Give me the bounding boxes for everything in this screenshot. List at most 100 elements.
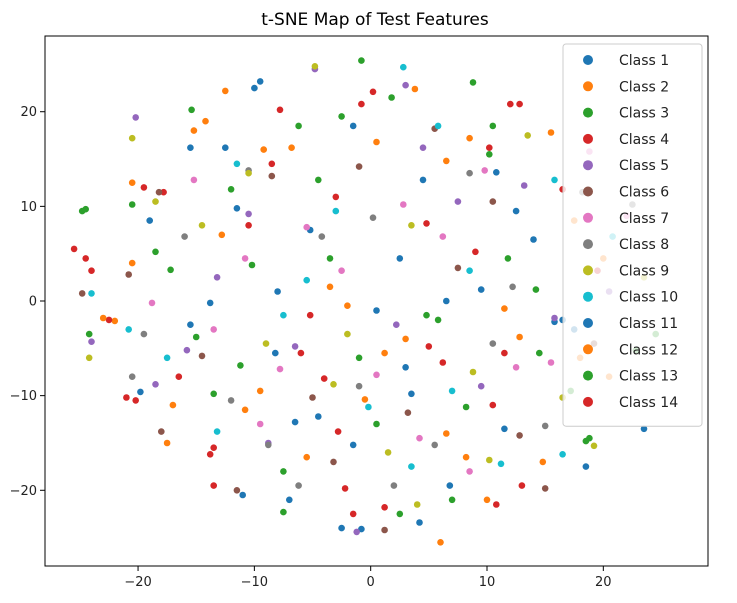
scatter-point [489, 198, 497, 205]
scatter-point [140, 184, 148, 191]
x-tick-label: 0 [367, 575, 375, 590]
scatter-point [369, 88, 377, 96]
scatter-point [384, 449, 392, 456]
legend-marker [583, 291, 593, 302]
scatter-point [276, 106, 284, 114]
scatter-point [469, 368, 477, 376]
scatter-point [227, 186, 235, 193]
y-tick-label: 10 [20, 200, 37, 215]
scatter-point [256, 78, 264, 85]
legend-label: Class 1 [619, 53, 669, 69]
scatter-point [192, 333, 200, 341]
scatter-point [381, 504, 388, 511]
scatter-point [251, 84, 258, 92]
legend-label: Class 3 [619, 106, 669, 122]
scatter-point [443, 157, 450, 165]
scatter-point [128, 134, 136, 142]
scatter-point [233, 487, 241, 494]
scatter-point [369, 214, 377, 221]
legend-label: Class 9 [619, 263, 669, 279]
scatter-point [373, 420, 380, 428]
scatter-point [330, 458, 337, 466]
scatter-point [486, 456, 493, 464]
scatter-point [326, 283, 334, 291]
scatter-point [210, 390, 217, 398]
scatter-point [218, 231, 226, 239]
x-tick-label: −20 [124, 575, 151, 590]
scatter-point [443, 430, 450, 437]
scatter-point [396, 255, 404, 262]
scatter-point [516, 432, 523, 439]
scatter-point [481, 167, 489, 174]
scatter-point [640, 425, 648, 433]
scatter-point [297, 349, 305, 357]
y-tick-label: 0 [29, 295, 37, 310]
scatter-point [152, 381, 159, 388]
scatter-point [582, 463, 590, 470]
scatter-point [439, 359, 447, 366]
scatter-point [274, 288, 281, 295]
legend-marker [583, 160, 593, 171]
scatter-point [493, 169, 500, 176]
legend-marker [583, 107, 593, 118]
scatter-point [82, 255, 89, 262]
scatter-point [233, 205, 241, 212]
scatter-point [272, 349, 279, 357]
scatter-point [132, 397, 139, 404]
scatter-point [210, 326, 217, 333]
scatter-point [167, 266, 174, 274]
scatter-point [183, 346, 191, 354]
scatter-point [132, 114, 139, 121]
scatter-point [408, 390, 415, 398]
legend-marker [583, 239, 593, 250]
x-tick-label: 20 [595, 575, 612, 590]
scatter-point [233, 160, 241, 168]
scatter-point [248, 261, 256, 269]
scatter-point [256, 387, 264, 395]
legend: Class 1 Class 2 Class 3 Class 4 Class 5 Class… [562, 43, 703, 427]
scatter-point [419, 176, 427, 184]
legend-marker [583, 133, 593, 144]
scatter-point [268, 172, 276, 180]
legend-label: Class 2 [619, 79, 669, 95]
scatter-point [446, 482, 454, 489]
scatter-point [341, 485, 349, 492]
scatter-point [332, 193, 340, 201]
scatter-point [128, 201, 136, 208]
scatter-point [88, 338, 95, 346]
scatter-point [512, 207, 520, 215]
scatter-point [152, 198, 159, 205]
scatter-point [303, 223, 311, 231]
scatter-point [400, 63, 407, 71]
legend-marker [583, 55, 593, 65]
scatter-point [291, 418, 299, 426]
scatter-point [466, 169, 473, 177]
scatter-point [355, 354, 363, 362]
scatter-point [477, 382, 485, 390]
scatter-point [509, 283, 516, 291]
scatter-point [187, 144, 194, 151]
scatter-point [338, 524, 345, 532]
scatter-point [227, 397, 235, 404]
scatter-point [320, 375, 328, 382]
scatter-point [448, 387, 456, 395]
legend-marker [583, 186, 593, 197]
legend-label: Class 14 [619, 395, 678, 411]
scatter-point [268, 160, 276, 168]
scatter-point [381, 349, 388, 357]
scatter-point [466, 468, 473, 475]
scatter-point [539, 458, 547, 466]
scatter-point [338, 267, 345, 275]
scatter-point [373, 138, 380, 146]
scatter-point [78, 207, 86, 215]
scatter-point [206, 299, 214, 307]
scatter-point [541, 422, 549, 430]
scatter-point [295, 122, 302, 130]
scatter-point [466, 267, 473, 275]
scatter-point [315, 176, 322, 184]
scatter-point [419, 144, 427, 151]
scatter-point [454, 198, 462, 205]
scatter-point [206, 451, 214, 458]
scatter-point [303, 276, 311, 284]
